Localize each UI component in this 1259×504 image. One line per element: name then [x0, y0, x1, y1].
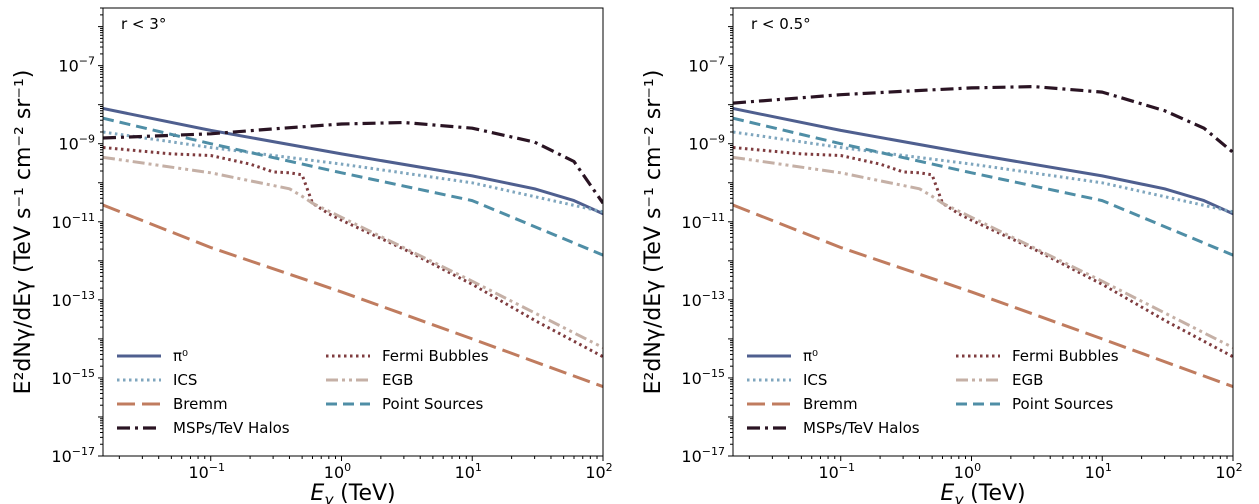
series-line-4	[103, 146, 603, 359]
x-tick-label: 101	[455, 461, 482, 482]
y-tick-label: 10−17	[681, 445, 725, 466]
axes-frame	[102, 7, 604, 457]
y-tick-label: 10−15	[681, 367, 725, 388]
series-line-1	[103, 130, 603, 214]
legend-label: MSPs/TeV Halos	[173, 419, 290, 437]
legend-label: Bremm	[803, 395, 858, 413]
y-tick-label: 10−7	[58, 55, 95, 76]
series-line-4	[733, 146, 1233, 359]
legend-label: Fermi Bubbles	[382, 347, 489, 365]
x-tick-label: 102	[1215, 461, 1242, 482]
series-line-3	[733, 85, 1233, 154]
series-line-2	[103, 203, 603, 389]
legend-label: EGB	[382, 371, 413, 389]
legend: π⁰ ICS Bremm MSPs/TeV Halos Fermi Bubbles EGB…	[747, 347, 1119, 437]
y-tick-label: 10−13	[681, 289, 725, 310]
x-tick-label: 100	[954, 461, 981, 482]
x-tick-label: 100	[324, 461, 351, 482]
series-line-6	[733, 116, 1233, 257]
series-group	[733, 85, 1233, 389]
series-line-0	[103, 107, 603, 216]
panel-right: 10−17 10−15 10−13 10−11 10−9 10−7 10−1 100 101 10…	[641, 7, 1243, 504]
legend-label: Point Sources	[1012, 395, 1114, 413]
y-tick-label: 10−11	[51, 211, 95, 232]
legend-label: Point Sources	[382, 395, 484, 413]
series-line-0	[733, 107, 1233, 216]
legend-label: EGB	[1012, 371, 1043, 389]
x-tick-label: 10−1	[188, 461, 225, 482]
region-annotation: r < 3°	[121, 15, 166, 33]
series-group	[103, 107, 603, 389]
series-line-5	[103, 155, 603, 349]
legend-label: Fermi Bubbles	[1012, 347, 1119, 365]
region-annotation: r < 0.5°	[751, 15, 811, 33]
series-line-2	[733, 203, 1233, 389]
x-tick-label: 102	[585, 461, 612, 482]
y-tick-label: 10−9	[58, 133, 95, 154]
legend-label: π⁰	[803, 347, 818, 365]
y-tick-label: 10−13	[51, 289, 95, 310]
x-axis-title: Eγ (TeV)	[940, 481, 1025, 504]
series-line-6	[103, 116, 603, 257]
x-axis-title: Eγ (TeV)	[310, 481, 395, 504]
y-tick-label: 10−15	[51, 367, 95, 388]
y-tick-label: 10−17	[51, 445, 95, 466]
y-tick-label: 10−9	[688, 133, 725, 154]
y-tick-label: 10−11	[681, 211, 725, 232]
legend-label: MSPs/TeV Halos	[803, 419, 920, 437]
x-tick-label: 10−1	[818, 461, 855, 482]
x-tick-label: 101	[1085, 461, 1112, 482]
legend-label: Bremm	[173, 395, 228, 413]
y-axis-title: E²dNγ/dEγ (TeV s⁻¹ cm⁻² sr⁻¹)	[641, 70, 666, 395]
legend-label: ICS	[803, 371, 827, 389]
panel-left: 10−17 10−15 10−13 10−11 10−9 10−7 10−1 100 101 10…	[11, 7, 613, 504]
legend-label: ICS	[173, 371, 197, 389]
legend-label: π⁰	[173, 347, 188, 365]
legend: π⁰ ICS Bremm MSPs/TeV Halos Fermi Bubbles EGB…	[117, 347, 489, 437]
axes-frame	[732, 7, 1234, 457]
y-axis-title: E²dNγ/dEγ (TeV s⁻¹ cm⁻² sr⁻¹)	[11, 70, 36, 395]
y-tick-label: 10−7	[688, 55, 725, 76]
series-line-5	[733, 155, 1233, 349]
series-line-1	[733, 130, 1233, 214]
